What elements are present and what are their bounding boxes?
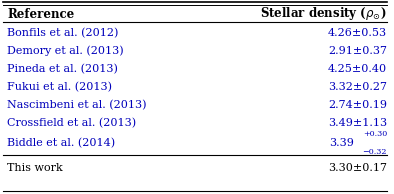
- Text: 3.30±0.17: 3.30±0.17: [328, 163, 387, 173]
- Text: Bonfils et al. (2012): Bonfils et al. (2012): [7, 28, 118, 38]
- Text: 3.49±1.13: 3.49±1.13: [328, 118, 387, 128]
- Text: 2.74±0.19: 2.74±0.19: [328, 100, 387, 110]
- Text: Demory et al. (2013): Demory et al. (2013): [7, 46, 124, 56]
- Text: 3.39: 3.39: [329, 138, 353, 148]
- Text: Stellar density ($\rho_{\odot}$): Stellar density ($\rho_{\odot}$): [260, 5, 387, 23]
- Text: Nascimbeni et al. (2013): Nascimbeni et al. (2013): [7, 100, 147, 110]
- Text: −0.32: −0.32: [362, 148, 387, 156]
- Text: 3.32±0.27: 3.32±0.27: [328, 82, 387, 92]
- Text: Biddle et al. (2014): Biddle et al. (2014): [7, 138, 115, 148]
- Text: Pineda et al. (2013): Pineda et al. (2013): [7, 64, 118, 74]
- Text: Reference: Reference: [7, 8, 74, 21]
- Text: 2.91±0.37: 2.91±0.37: [328, 46, 387, 56]
- Text: Crossfield et al. (2013): Crossfield et al. (2013): [7, 118, 136, 128]
- Text: This work: This work: [7, 163, 63, 173]
- Text: 4.25±0.40: 4.25±0.40: [328, 64, 387, 74]
- Text: 4.26±0.53: 4.26±0.53: [328, 28, 387, 38]
- Text: Fukui et al. (2013): Fukui et al. (2013): [7, 82, 112, 92]
- Text: +0.30: +0.30: [363, 130, 387, 138]
